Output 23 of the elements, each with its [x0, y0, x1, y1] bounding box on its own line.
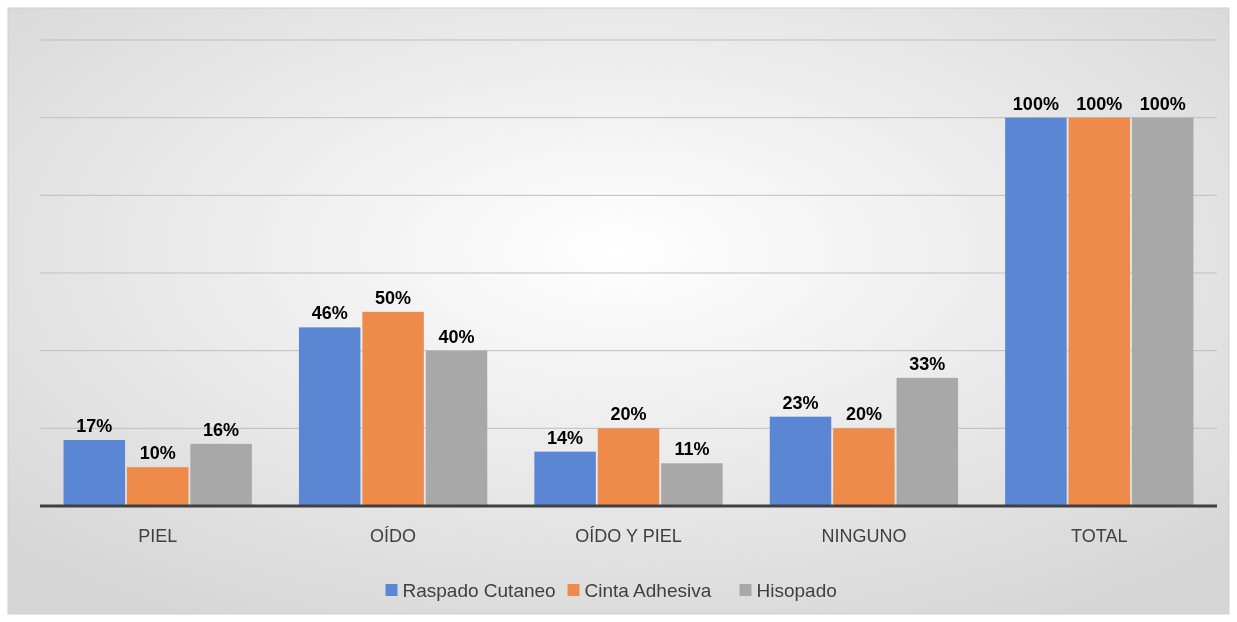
legend-label: Hisopado	[756, 579, 837, 601]
data-label: 11%	[674, 439, 710, 460]
x-tick-label: TOTAL	[1071, 526, 1128, 546]
data-label: 100%	[1012, 93, 1059, 114]
data-label: 17%	[76, 415, 113, 436]
data-label: 20%	[610, 404, 647, 425]
x-tick-label: NINGUNO	[821, 526, 907, 546]
data-label: 100%	[1139, 93, 1186, 114]
data-label: 20%	[845, 404, 882, 425]
data-label: 14%	[547, 427, 584, 448]
x-tick-label: OÍDO	[370, 526, 417, 546]
data-label: 33%	[909, 353, 946, 374]
legend-label: Raspado Cutaneo	[402, 579, 556, 601]
data-label: 100%	[1076, 93, 1123, 114]
data-label: 40%	[438, 326, 475, 347]
data-label: 23%	[782, 392, 819, 413]
data-label: 50%	[375, 287, 412, 308]
data-label: 46%	[311, 303, 348, 324]
x-tick-label: PIEL	[138, 526, 178, 546]
x-tick-label: OÍDO Y PIEL	[575, 526, 682, 546]
data-label: 16%	[203, 419, 240, 440]
legend-label: Cinta Adhesiva	[584, 579, 712, 601]
data-label: 10%	[139, 443, 176, 464]
